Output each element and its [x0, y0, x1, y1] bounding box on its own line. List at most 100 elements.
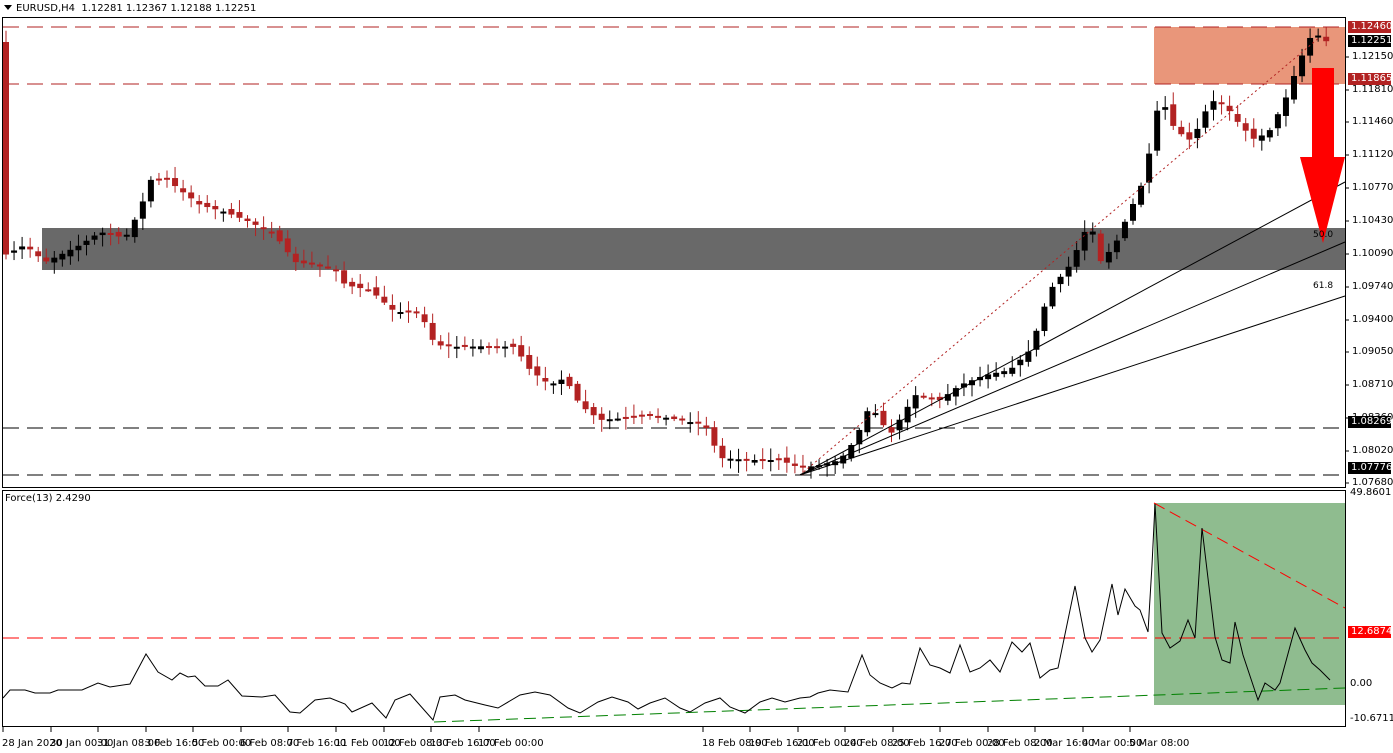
- force-index-label: Force(13) 2.4290: [5, 493, 91, 504]
- candle-body: [1202, 111, 1209, 128]
- time-label: 28 Feb 08:00: [987, 738, 1053, 749]
- candle-body: [244, 218, 251, 221]
- time-label: 4 Mar 00:00: [1082, 738, 1143, 749]
- time-label: 25 Feb 16:00: [892, 738, 958, 749]
- indicator-pane-frame: [2, 490, 1346, 727]
- support-zone: [42, 228, 1345, 270]
- price-level-tag: 1.12460: [1348, 21, 1392, 33]
- candle-body: [300, 260, 307, 264]
- candle-body: [510, 343, 517, 347]
- candle-body: [808, 466, 814, 470]
- candle-body: [1194, 128, 1201, 139]
- price-tick-label: 1.10770: [1352, 182, 1393, 193]
- time-label: 18 Feb 08:00: [702, 738, 768, 749]
- time-label: 24 Feb 08:00: [844, 738, 910, 749]
- candle-body: [365, 289, 372, 292]
- candle-body: [91, 235, 98, 240]
- ohlc-values: 1.12281 1.12367 1.12188 1.12251: [81, 3, 257, 14]
- candle-body: [848, 445, 855, 459]
- candle-body: [783, 457, 790, 463]
- candle-body: [896, 419, 903, 431]
- force-index-pane[interactable]: [2, 490, 1346, 727]
- price-tick-label: 1.09400: [1352, 314, 1393, 325]
- candle-body: [308, 262, 315, 265]
- candle-body: [1081, 231, 1088, 251]
- candle-body: [220, 211, 227, 214]
- candle-body: [1218, 102, 1225, 105]
- indicator-trendline-red: [1153, 502, 1346, 609]
- price-pane[interactable]: [2, 17, 1350, 733]
- candle-body: [888, 427, 895, 433]
- time-label: 30 Jan 00:00: [50, 738, 114, 749]
- candle-body: [131, 219, 138, 238]
- price-tick-label: 1.11810: [1352, 84, 1393, 95]
- candle-body: [1121, 221, 1128, 239]
- candle-body: [872, 413, 879, 416]
- candle-body: [703, 425, 710, 428]
- time-label: 12 Feb 08:00: [383, 738, 449, 749]
- price-tick-label: 1.08020: [1352, 445, 1393, 456]
- candle-body: [268, 231, 275, 234]
- candle-body: [1154, 110, 1161, 151]
- candle-body: [284, 238, 291, 253]
- candle-body: [864, 411, 871, 433]
- candle-body: [252, 221, 259, 225]
- candle-body: [413, 311, 420, 314]
- candle-body: [1307, 37, 1314, 56]
- candle-body: [1162, 107, 1169, 110]
- candle-body: [316, 264, 323, 267]
- fib-fan-line-50: [799, 241, 1346, 476]
- candle-body: [816, 465, 823, 468]
- candle-body: [1186, 132, 1193, 140]
- candle-body: [405, 310, 412, 313]
- price-level-tag: 1.11865: [1348, 73, 1392, 85]
- fib-level-label: 61.8: [1313, 281, 1334, 291]
- candle-body: [1210, 101, 1217, 110]
- candle-body: [212, 206, 219, 210]
- symbol-label: EURUSD,H4: [16, 3, 76, 14]
- candle-body: [1009, 367, 1016, 374]
- candle-body: [1089, 231, 1096, 235]
- candle-body: [27, 246, 34, 250]
- candle-body: [936, 396, 943, 400]
- candle-body: [1025, 351, 1032, 362]
- candle-body: [638, 414, 645, 417]
- candle-body: [1234, 114, 1241, 122]
- chart-title: EURUSD,H4 1.12281 1.12367 1.12188 1.1225…: [4, 3, 256, 14]
- candle-body: [1146, 153, 1153, 183]
- candle-body: [292, 253, 299, 263]
- candle-body: [3, 42, 9, 255]
- candle-body: [1065, 266, 1072, 277]
- candle-body: [1226, 105, 1233, 112]
- candle-body: [389, 304, 396, 310]
- candle-body: [260, 227, 267, 230]
- price-pane-frame: [2, 17, 1346, 488]
- candle-body: [453, 346, 460, 349]
- candle-body: [421, 314, 428, 323]
- candle-body: [1170, 104, 1177, 126]
- candle-body: [928, 397, 935, 400]
- price-tick-label: 1.08710: [1352, 379, 1393, 390]
- candle-body: [123, 234, 130, 237]
- candle-body: [188, 192, 195, 199]
- candle-body: [67, 249, 74, 257]
- candle-body: [139, 201, 146, 219]
- time-label: 3 Feb 16:00: [145, 738, 205, 749]
- candle-body: [19, 246, 26, 250]
- candle-body: [985, 374, 992, 380]
- time-label: 2 Mar 16:00: [1034, 738, 1095, 749]
- time-label: 13 Feb 16:00: [430, 738, 496, 749]
- candle-body: [606, 419, 613, 422]
- candle-body: [107, 232, 114, 235]
- candle-body: [196, 201, 203, 205]
- candle-body: [333, 269, 340, 272]
- candle-body: [582, 401, 589, 410]
- triangle-down-icon[interactable]: [4, 5, 12, 10]
- time-label: 21 Feb 00:00: [797, 738, 863, 749]
- candle-body: [51, 257, 58, 263]
- candle-body: [590, 407, 597, 416]
- candle-body: [655, 415, 662, 418]
- price-tick-label: 1.09050: [1352, 346, 1393, 357]
- candle-body: [1315, 35, 1322, 38]
